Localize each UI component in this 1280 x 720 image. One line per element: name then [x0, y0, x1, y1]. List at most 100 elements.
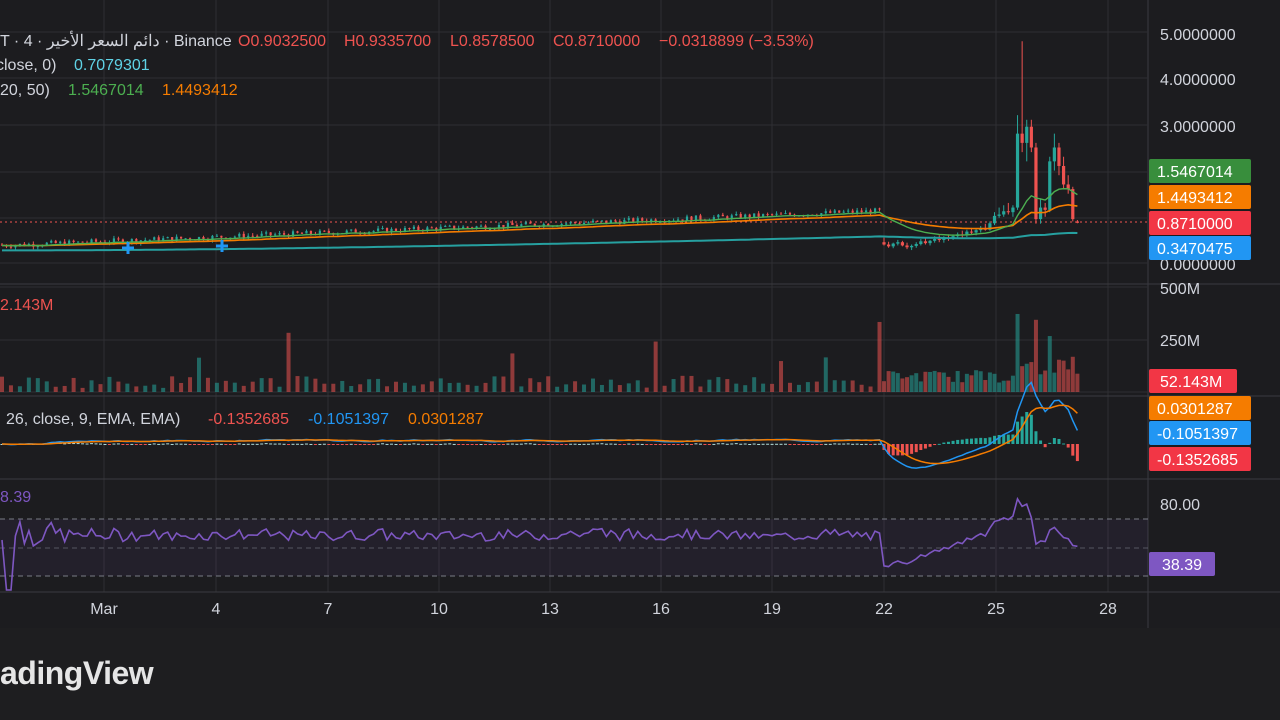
- macd-bar: [484, 444, 488, 445]
- macd-bar: [761, 443, 765, 445]
- volume-bar: [599, 384, 604, 392]
- candle-body: [676, 219, 680, 221]
- volume-bar: [438, 378, 443, 392]
- macd-bar: [578, 443, 582, 445]
- volume-bar: [937, 372, 942, 392]
- candle-body: [914, 244, 918, 246]
- volume-bar: [707, 379, 712, 392]
- legend-rsi-value: 8.39: [0, 489, 31, 506]
- candle-body: [891, 243, 895, 247]
- signal-marker[interactable]: [216, 240, 228, 252]
- volume-bar: [537, 382, 542, 392]
- macd-bar: [609, 443, 613, 445]
- candle-body: [188, 238, 192, 240]
- signal-marker[interactable]: [122, 242, 134, 254]
- volume-bar: [474, 385, 479, 392]
- volume-bar: [992, 373, 997, 392]
- price-scale-area[interactable]: [1148, 0, 1280, 628]
- macd-bar: [833, 443, 837, 445]
- volume-bar: [528, 378, 533, 392]
- macd-bar: [278, 443, 282, 445]
- macd-bar: [960, 439, 964, 444]
- macd-bar: [224, 444, 228, 445]
- macd-bar: [228, 444, 232, 445]
- macd-bar: [407, 443, 411, 445]
- time-axis[interactable]: Mar 4 7 10 13 16 19 22 25 28: [90, 601, 1117, 618]
- macd-bar: [685, 443, 689, 445]
- volume-label: 52.143M: [1149, 369, 1237, 393]
- macd-bar: [914, 444, 918, 453]
- time-tick: 10: [430, 601, 448, 618]
- candle-body: [842, 211, 845, 213]
- candle-body: [45, 242, 48, 246]
- candle-body: [117, 238, 120, 240]
- volume-bar: [900, 378, 905, 392]
- candle-body: [766, 214, 769, 216]
- macd-bar: [1075, 444, 1079, 462]
- macd-bar: [672, 444, 676, 445]
- volume-bar: [26, 377, 31, 392]
- macd-signal-label: 0.0301287: [1149, 396, 1251, 420]
- legend-macd-hist-value: -0.1352685: [208, 411, 289, 428]
- candle-body: [274, 234, 277, 236]
- rsi-line: [1, 496, 1078, 591]
- macd-bar: [869, 444, 873, 445]
- macd-bar: [946, 441, 950, 444]
- legend-ma-params[interactable]: close, 0): [0, 57, 56, 74]
- candle-body: [923, 241, 928, 244]
- legend-ema-params[interactable]: 20, 50): [0, 82, 50, 99]
- macd-bar: [519, 443, 523, 445]
- legend-macd-params[interactable]: 26, close, 9, EMA, EMA): [6, 411, 180, 428]
- macd-bar: [784, 443, 788, 445]
- macd-bar: [752, 443, 756, 445]
- macd-bar: [116, 443, 120, 445]
- volume-bar: [1001, 380, 1006, 392]
- macd-bar: [748, 443, 752, 445]
- candle-body: [717, 214, 720, 218]
- legend-symbol-title[interactable]: T · 4 · دائم السعر الأخير · Binance: [0, 31, 232, 50]
- macd-bar: [810, 444, 814, 445]
- volume-bar: [358, 384, 363, 392]
- candle-body: [928, 240, 932, 244]
- candle-body: [166, 237, 169, 239]
- macd-bar: [757, 443, 761, 445]
- volume-bar: [1052, 372, 1057, 392]
- volume-bar: [752, 377, 757, 392]
- macd-bar: [398, 444, 402, 445]
- macd-bar: [900, 444, 904, 456]
- candle-body: [573, 222, 577, 224]
- candle-body: [609, 220, 612, 223]
- macd-bar: [595, 443, 599, 445]
- legend-ema20-value: 1.5467014: [68, 82, 144, 99]
- candle-body: [81, 241, 84, 243]
- candle-body: [54, 240, 57, 244]
- volume-bar: [974, 370, 979, 392]
- ma-line: [2, 231, 1078, 252]
- candle-body: [175, 236, 178, 242]
- volume-bar: [886, 371, 891, 392]
- macd-hist-label: -0.1352685: [1149, 447, 1251, 471]
- volume-bar: [510, 353, 515, 392]
- macd-bar: [663, 444, 667, 445]
- macd-bar: [157, 443, 161, 445]
- volume-bar: [662, 385, 667, 392]
- candle-body: [690, 216, 693, 222]
- candle-body: [135, 239, 138, 243]
- volume-bar: [941, 372, 946, 392]
- volume-bar: [573, 381, 578, 392]
- candle-body: [757, 213, 760, 217]
- volume-bar: [653, 341, 658, 392]
- macd-bar: [210, 444, 214, 445]
- macd-bar: [81, 443, 85, 445]
- candle-body: [820, 213, 823, 216]
- macd-bar: [860, 443, 864, 445]
- macd-bar: [573, 443, 577, 445]
- macd-bar: [951, 440, 955, 444]
- candle-body: [851, 210, 854, 213]
- candle-body: [112, 238, 116, 243]
- volume-bar: [376, 378, 381, 392]
- macd-bar: [372, 444, 376, 445]
- candle-body: [775, 213, 778, 215]
